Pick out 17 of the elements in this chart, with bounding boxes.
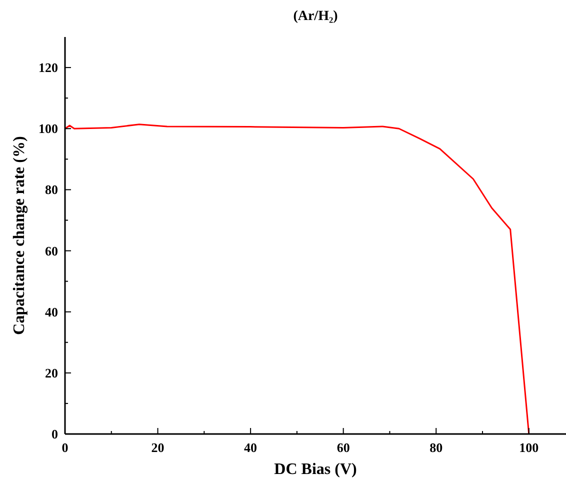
y-tick-label: 80 (45, 182, 58, 198)
y-tick-label: 0 (52, 426, 58, 442)
x-tick-label: 0 (62, 440, 68, 455)
x-tick-label: 20 (151, 440, 164, 455)
y-tick-label: 40 (45, 304, 58, 320)
y-tick-label: 120 (38, 60, 58, 76)
x-tick-label: 60 (336, 440, 350, 455)
y-tick-label: 100 (38, 121, 58, 136)
y-axis-title: Capacitance change rate (%) (11, 136, 28, 335)
line-series (64, 124, 530, 435)
y-tick-label: 60 (45, 243, 58, 258)
x-axis-title: DC Bias (V) (274, 461, 357, 478)
x-tick-label: 100 (519, 440, 539, 455)
x-tick-label: 80 (430, 440, 443, 455)
y-tick-label: 20 (45, 365, 58, 380)
x-tick-label: 40 (244, 440, 258, 455)
chart-title: (Ar/H₂) (293, 9, 338, 24)
